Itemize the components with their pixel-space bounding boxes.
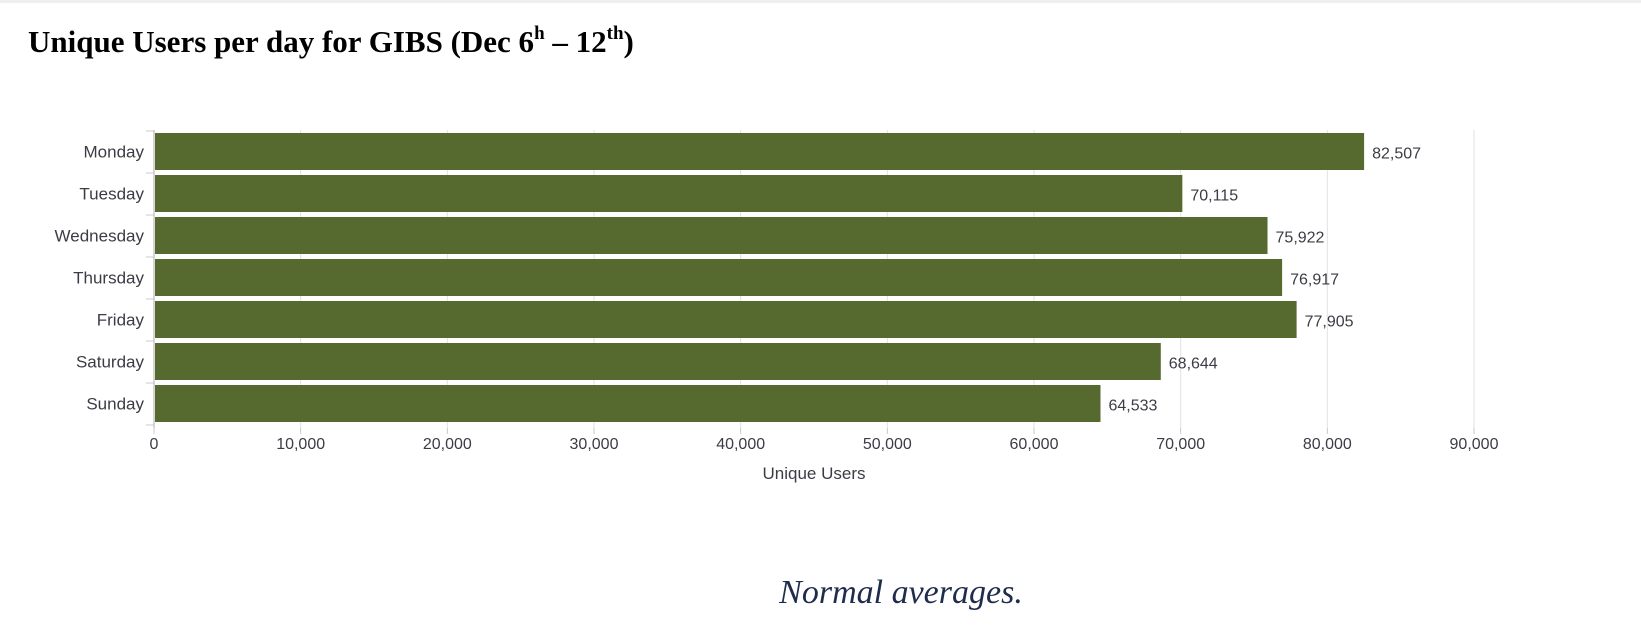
top-border	[0, 0, 1641, 3]
x-tick-label: 20,000	[423, 436, 472, 453]
bar	[155, 343, 1161, 380]
y-tick-label: Monday	[84, 143, 145, 162]
x-axis-title: Unique Users	[763, 464, 866, 483]
bar	[155, 175, 1183, 212]
x-tick-label: 80,000	[1303, 436, 1352, 453]
x-tick-label: 50,000	[863, 436, 912, 453]
data-label: 75,922	[1276, 230, 1325, 247]
y-tick-label: Wednesday	[55, 227, 145, 246]
data-label: 68,644	[1169, 356, 1218, 373]
y-tick-label: Friday	[97, 311, 145, 330]
title-end: )	[623, 24, 634, 59]
x-tick-label: 60,000	[1010, 436, 1059, 453]
y-tick-label: Thursday	[73, 269, 144, 288]
bar	[155, 133, 1365, 170]
page-title: Unique Users per day for GIBS (Dec 6h – …	[28, 24, 634, 60]
bar-chart: 0 10,000 20,000 30,000 40,000 50,000 60,000 70,…	[55, 130, 1499, 483]
x-tick-label: 70,000	[1156, 436, 1205, 453]
bar	[155, 301, 1297, 338]
data-label: 76,917	[1290, 272, 1339, 289]
x-tick-label: 30,000	[570, 436, 619, 453]
data-label: 77,905	[1305, 314, 1354, 331]
bar	[155, 259, 1283, 296]
x-tick-label: 40,000	[716, 436, 765, 453]
data-label: 64,533	[1108, 398, 1157, 415]
title-superscript-1: h	[534, 22, 545, 44]
title-superscript-2: th	[606, 22, 624, 44]
title-middle: – 12	[544, 24, 607, 59]
title-main: Unique Users per day for GIBS (Dec 6	[28, 24, 535, 59]
bar	[155, 385, 1101, 422]
caption: Normal averages.	[779, 574, 1023, 611]
y-tick-label: Sunday	[86, 395, 144, 414]
y-tick-label: Saturday	[76, 353, 145, 372]
x-tick-label: 0	[150, 436, 159, 453]
data-label: 82,507	[1372, 146, 1421, 163]
data-label: 70,115	[1190, 188, 1238, 205]
x-tick-label: 90,000	[1450, 436, 1499, 453]
x-tick-label: 10,000	[276, 436, 325, 453]
y-tick-label: Tuesday	[79, 185, 144, 204]
bar	[155, 217, 1268, 254]
